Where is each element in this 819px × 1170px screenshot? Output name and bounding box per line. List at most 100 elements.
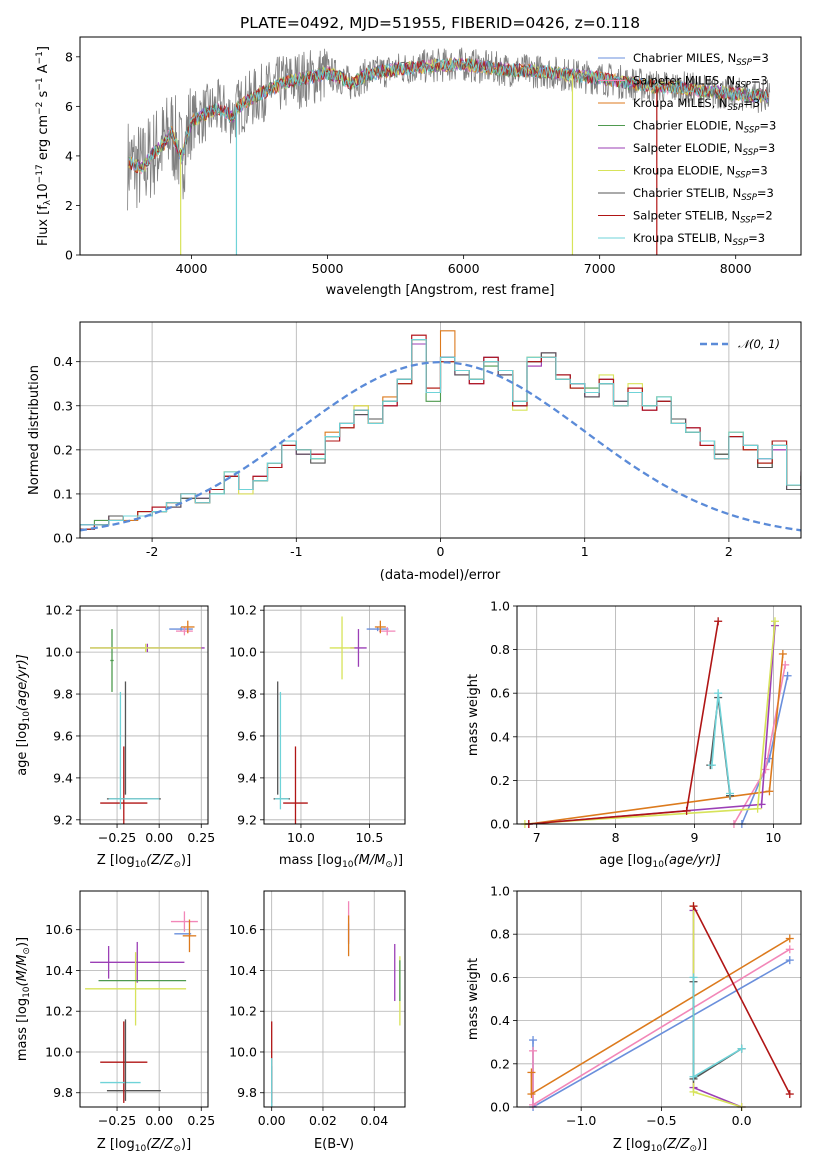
residuals-ylabel: Normed distribution [27,365,42,495]
zage-xtick-label: 0.25 [187,830,215,845]
zage-xtick-label: −0.25 [98,830,136,845]
legend-label: Chabrier ELODIE, NSSP=3 [633,119,776,136]
zmass-xtick-label: −0.25 [98,1113,136,1128]
residual-histogram-step [80,339,801,530]
legend-label-text: Chabrier MILES, N [633,51,736,65]
legend-label: Salpeter STELIB, NSSP=2 [633,209,773,226]
zage-ytick-label: 9.4 [53,770,73,785]
spectrum-xtick-label: 8000 [720,261,752,276]
weight-series-line [692,981,743,1081]
zmass-ytick-label: 9.8 [53,1085,73,1100]
zmass-xtick-label: 0.00 [145,1113,173,1128]
residual-histogram-step [80,334,801,530]
z-age-ylabel: age [log10(age/yr)] [15,654,32,776]
spectrum-xtick-label: 5000 [312,261,344,276]
massage-ytick-label: 9.4 [237,770,257,785]
legend-label-sub: SSP [735,81,751,91]
legend-label-eq: =3 [748,231,765,245]
ageweight-xtick-label: 9 [691,830,699,845]
z-weight-xlabel: Z [log10(Z/Z⊙)] [613,1137,707,1154]
z-mass-panel: −0.25 0.00 0.25 9.8 10.0 10.2 10.4 10.6 Z [log1… [15,890,215,1154]
z-weight-axes-frame [516,890,802,1108]
zweight-ytick-label: 0.2 [490,1056,510,1071]
zmass-ytick-label: 10.0 [45,1044,73,1059]
legend-label-text: Kroupa STELIB, N [633,231,733,245]
model-spectrum-line [128,57,769,174]
massage-ytick-label: 9.6 [237,728,257,743]
legend-label-text: Chabrier STELIB, N [633,186,741,200]
zweight-ytick-label: 1.0 [490,884,510,899]
ebv-ytick-label: 10.4 [229,963,257,978]
resid-xtick-label: 1 [581,544,589,559]
ageweight-ytick-label: 0.0 [490,817,510,832]
residuals-xlabel: (data-model)/error [380,568,501,583]
weight-series-line [530,937,791,1096]
zweight-ytick-label: 0.4 [490,1013,510,1028]
ebv-mass-xlabel: E(B-V) [314,1137,354,1152]
massage-ytick-label: 10.2 [229,603,257,618]
weight-series-line [528,653,784,825]
legend-label-sub: SSP [743,148,759,158]
ebv-ytick-label: 10.6 [229,922,257,937]
resid-ytick-label: 0.0 [53,531,73,546]
zmass-ytick-label: 10.4 [45,963,73,978]
legend-label-eq: =3 [758,141,775,155]
zage-xtick-label: 0.00 [145,830,173,845]
weight-series-line [741,675,789,825]
legend-label-eq: =2 [756,209,773,223]
residuals-panel: 𝒩(0, 1) -2 -1 0 1 2 0.0 0.1 0.2 0.3 0.4 (data-mod… [27,321,802,583]
spectrum-ytick-label: 0 [65,248,73,263]
massage-xtick-label: 10.0 [287,830,315,845]
weight-series-line [692,905,791,1095]
resid-xtick-label: 0 [437,544,445,559]
spectrum-axes-frame [79,36,802,256]
weight-series-line [524,621,776,825]
normal-curve-line [80,360,801,532]
ebv-ytick-label: 10.0 [229,1044,257,1059]
weight-series-line [733,664,786,825]
spectrum-ytick-label: 6 [65,99,73,114]
weight-series-line [528,621,719,825]
zage-ytick-label: 9.6 [53,728,73,743]
massage-ytick-label: 10.0 [229,645,257,660]
resid-ytick-label: 0.1 [53,486,73,501]
legend-label: Kroupa ELODIE, NSSP=3 [633,164,768,181]
z-mass-xlabel: Z [log10(Z/Z⊙)] [97,1137,191,1154]
figure-title: PLATE=0492, MJD=51955, FIBERID=0426, z=0… [240,14,640,32]
spectrum-xtick-label: 7000 [584,261,616,276]
spectrum-ytick-label: 2 [65,198,73,213]
legend-label-eq: =3 [751,164,768,178]
zweight-xtick-label: −1.0 [566,1113,596,1128]
ebv-xtick-label: 0.04 [360,1113,388,1128]
age-weight-xlabel: age [log10(age/yr)] [599,853,721,870]
zweight-xtick-label: −0.5 [646,1113,676,1128]
massage-xtick-label: 10.5 [355,830,383,845]
legend-label-text: Chabrier ELODIE, N [633,119,744,133]
legend-label-eq: =3 [759,119,776,133]
mass-age-axes-frame [263,605,406,825]
legend-label: Chabrier STELIB, NSSP=3 [633,186,774,203]
spectrum-xtick-label: 4000 [176,261,208,276]
spectrum-ylabel: Flux [fλ10−17 erg cm−2 s−1 A−1] [35,46,53,246]
spectrum-plot-area [127,47,771,255]
legend-label-sub: SSP [740,216,756,226]
zage-ytick-label: 10.2 [45,603,73,618]
spectrum-ytick-label: 4 [65,148,73,163]
ageweight-ytick-label: 0.6 [490,686,510,701]
massage-ytick-label: 9.8 [237,687,257,702]
residual-histogram-step [80,330,801,530]
ebv-mass-axes-frame [263,890,406,1108]
legend-label-sub: SSP [733,238,749,248]
legend-label: Kroupa MILES, NSSP=3 [633,96,760,113]
spectrum-ytick-label: 8 [65,49,73,64]
legend-label-text: Salpeter ELODIE, N [633,141,743,155]
resid-ytick-label: 0.2 [53,442,73,457]
ageweight-ytick-label: 0.2 [490,773,510,788]
z-mass-ylabel: mass [log10(M/M⊙)] [15,937,32,1061]
legend-label-text: Kroupa MILES, N [633,96,728,110]
z-age-axes-frame [79,605,209,825]
legend-label-text: Salpeter MILES, N [633,74,735,88]
